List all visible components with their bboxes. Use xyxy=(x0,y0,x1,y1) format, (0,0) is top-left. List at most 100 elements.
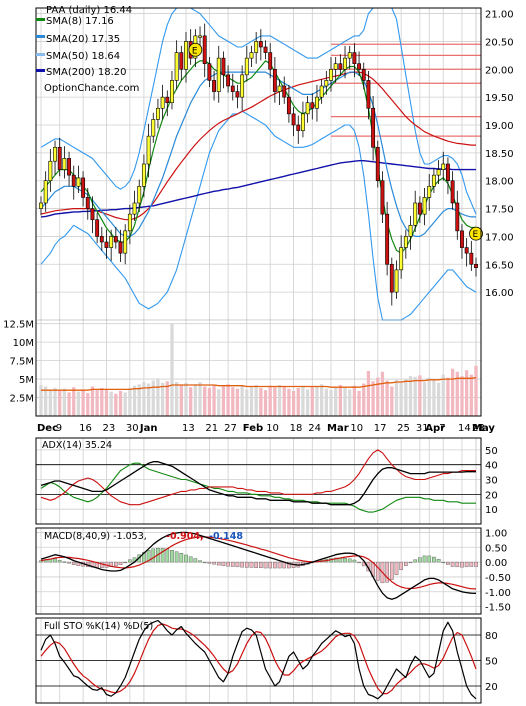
volume-bar xyxy=(291,390,296,416)
macd-histogram-bar xyxy=(450,561,455,567)
volume-ma-line xyxy=(41,376,477,391)
volume-y-tick-4: 2.5M xyxy=(9,394,34,405)
candle-body xyxy=(408,224,413,237)
x-tick-label-14: 10 xyxy=(350,423,363,434)
candle-body xyxy=(375,146,380,182)
volume-bar xyxy=(301,385,305,416)
volume-bar xyxy=(413,376,417,416)
x-tick-label-21: 21 xyxy=(472,423,485,434)
volume-bar xyxy=(67,392,71,416)
volume-bar xyxy=(315,386,319,416)
candle-body xyxy=(272,68,277,92)
candle-body xyxy=(347,52,352,59)
candle-body xyxy=(146,135,151,165)
earnings-marker-label-1: E xyxy=(473,230,479,240)
candle-body xyxy=(460,230,464,248)
candle-body xyxy=(329,68,333,81)
volume-bar xyxy=(427,377,431,416)
macd-histogram-bar xyxy=(441,561,446,564)
sma8-swatch xyxy=(36,18,45,21)
volume-bar xyxy=(231,387,235,416)
adx-panel xyxy=(36,449,481,513)
adx-y-tick-0: 50 xyxy=(485,446,498,457)
x-tick-label-16: 25 xyxy=(397,423,410,434)
candle-body xyxy=(216,57,221,92)
volume-bar xyxy=(296,387,300,416)
macd-histogram-bar xyxy=(198,560,202,563)
legend-sma8: SMA(8) 17.16 xyxy=(46,16,114,27)
macd-histogram-bar xyxy=(188,556,193,563)
volume-bar xyxy=(104,389,109,416)
volume-bar xyxy=(446,377,450,416)
volume-y-tick-2: 7.5M xyxy=(9,357,34,368)
volume-bar xyxy=(334,387,338,416)
macd-histogram-bar xyxy=(57,560,62,563)
sto-d-line xyxy=(40,623,477,695)
candle-body xyxy=(469,252,474,265)
volume-bar xyxy=(469,374,473,416)
candle-body xyxy=(198,35,202,38)
x-tick-label-5: Jan xyxy=(139,423,158,434)
macd-histogram-bar xyxy=(399,561,403,571)
volume-bar xyxy=(76,391,81,416)
macd-histogram-bar xyxy=(333,557,338,563)
candle-body xyxy=(81,177,86,198)
price-y-tick-7: 17.50 xyxy=(485,205,514,216)
candle-body xyxy=(230,85,235,92)
macd-histogram-bar xyxy=(343,558,347,563)
macd-histogram-bar xyxy=(193,558,198,563)
x-tick-label-8: 27 xyxy=(224,423,237,434)
candle-body xyxy=(399,247,404,271)
price-y-tick-3: 19.50 xyxy=(485,93,514,104)
macd-histogram-bar xyxy=(123,561,128,564)
macd-histogram-bar xyxy=(389,561,394,580)
macd-histogram-bar xyxy=(71,561,76,565)
sto-y-tick-1: 50 xyxy=(485,657,498,668)
adx-line xyxy=(40,461,476,506)
legend-sma20: SMA(20) 17.35 xyxy=(46,34,120,45)
candle-body xyxy=(67,158,72,176)
macd-histogram-bar xyxy=(165,548,170,563)
volume-panel xyxy=(39,322,478,416)
candle-body xyxy=(254,41,259,53)
macd-histogram-bar xyxy=(216,561,221,566)
macd-histogram-bar xyxy=(146,550,151,563)
volume-bar xyxy=(81,389,85,416)
macd-histogram-bar xyxy=(347,558,352,563)
candle-body xyxy=(380,180,385,215)
macd-histogram-bar xyxy=(469,561,474,567)
macd-histogram-bar xyxy=(114,561,118,567)
x-tick-label-6: 13 xyxy=(182,423,195,434)
volume-y-tick-0: 12.5M xyxy=(3,320,34,331)
volume-bar xyxy=(203,386,207,416)
volume-bar xyxy=(287,388,291,416)
candle-body xyxy=(403,236,408,248)
candle-body xyxy=(310,102,315,109)
candle-body xyxy=(202,35,207,65)
macd-histogram-bar xyxy=(151,548,156,563)
earnings-marker-1 xyxy=(469,226,483,241)
candle-body xyxy=(315,96,319,109)
price-y-tick-0: 21.00 xyxy=(485,10,514,21)
sto-frame xyxy=(35,617,482,704)
macd-histogram-bar xyxy=(422,555,427,563)
price-y-tick-5: 18.50 xyxy=(485,149,514,160)
candle-body xyxy=(361,68,366,81)
macd-histogram-bar xyxy=(277,561,282,569)
macd-histogram-bar xyxy=(287,561,291,569)
macd-histogram-bar xyxy=(53,558,57,563)
macd-y-tick-2: 0.00 xyxy=(485,558,507,569)
candle-body xyxy=(324,80,329,87)
x-tick-label-2: 16 xyxy=(79,423,92,434)
candle-body xyxy=(170,80,174,104)
volume-bar xyxy=(366,370,371,416)
candle-body xyxy=(43,180,48,204)
candle-body xyxy=(226,74,231,87)
candle-body xyxy=(371,107,376,148)
macd-histogram-bar xyxy=(474,561,478,567)
adx-y-tick-3: 20 xyxy=(485,490,498,501)
volume-bar xyxy=(95,390,99,416)
x-tick-label-22: 28 xyxy=(472,423,485,434)
